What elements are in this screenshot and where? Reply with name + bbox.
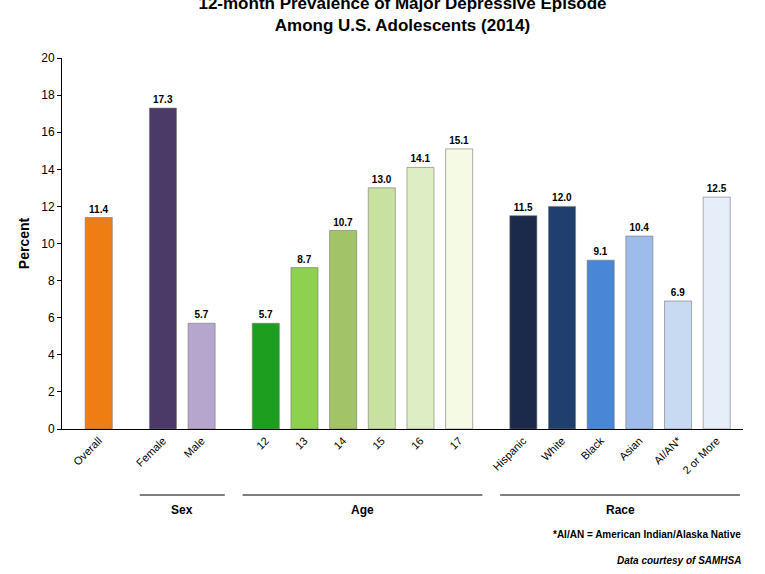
svg-text:8.7: 8.7	[297, 254, 311, 265]
svg-text:4: 4	[48, 348, 55, 362]
svg-text:5.7: 5.7	[259, 309, 273, 320]
svg-text:11.5: 11.5	[514, 202, 533, 213]
svg-text:8: 8	[48, 274, 55, 288]
svg-text:Data courtesy of SAMHSA: Data courtesy of SAMHSA	[617, 555, 741, 566]
svg-text:2 or More: 2 or More	[680, 435, 722, 477]
svg-text:12: 12	[41, 200, 55, 214]
svg-text:2: 2	[48, 385, 55, 399]
svg-text:Percent: Percent	[16, 217, 32, 269]
svg-text:10.4: 10.4	[629, 222, 649, 233]
svg-text:14: 14	[41, 163, 55, 177]
svg-text:*AI/AN = American Indian/Alask: *AI/AN = American Indian/Alaska Native	[553, 529, 741, 540]
svg-text:Hispanic: Hispanic	[490, 434, 529, 473]
svg-text:11.4: 11.4	[89, 204, 108, 215]
svg-text:13.0: 13.0	[372, 174, 392, 185]
svg-text:6.9: 6.9	[671, 287, 685, 298]
svg-text:14.1: 14.1	[411, 153, 431, 164]
svg-text:12.5: 12.5	[707, 183, 727, 194]
svg-text:Female: Female	[134, 435, 168, 469]
svg-text:Race: Race	[606, 503, 635, 517]
svg-text:16: 16	[409, 435, 426, 452]
svg-text:14: 14	[331, 435, 348, 452]
svg-text:10.7: 10.7	[333, 217, 353, 228]
svg-text:15: 15	[370, 435, 387, 452]
svg-text:Sex: Sex	[171, 503, 193, 517]
svg-text:Age: Age	[351, 503, 374, 517]
svg-text:17.3: 17.3	[153, 94, 173, 105]
svg-text:12: 12	[254, 435, 271, 452]
svg-text:12.0: 12.0	[552, 192, 572, 203]
svg-text:17: 17	[447, 435, 464, 452]
svg-text:20: 20	[41, 51, 55, 65]
svg-text:18: 18	[41, 88, 55, 102]
svg-text:Asian: Asian	[617, 435, 645, 463]
svg-text:Black: Black	[578, 434, 606, 462]
svg-text:5.7: 5.7	[194, 309, 208, 320]
svg-text:Male: Male	[182, 435, 207, 460]
svg-text:13: 13	[293, 435, 310, 452]
svg-text:15.1: 15.1	[449, 135, 469, 146]
svg-text:10: 10	[41, 237, 55, 251]
svg-text:9.1: 9.1	[594, 246, 608, 257]
svg-text:AI/AN*: AI/AN*	[652, 434, 684, 466]
svg-text:6: 6	[48, 311, 55, 325]
svg-text:16: 16	[41, 125, 55, 139]
svg-text:12-month Prevalence of Major D: 12-month Prevalence of Major Depressive …	[198, 0, 606, 35]
svg-text:White: White	[539, 435, 567, 463]
svg-text:0: 0	[48, 422, 55, 436]
svg-text:Overall: Overall	[71, 435, 104, 468]
